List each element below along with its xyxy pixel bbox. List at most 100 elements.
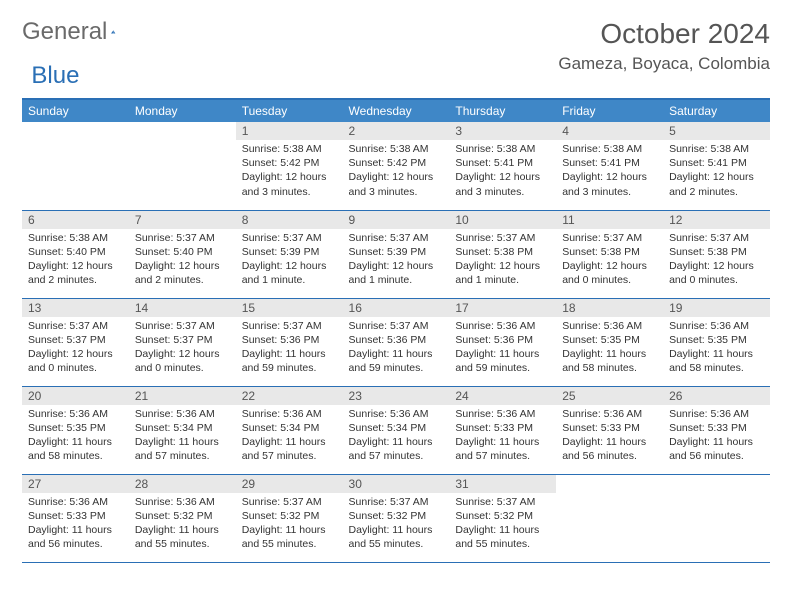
day-number: 24 xyxy=(449,387,556,405)
calendar-cell xyxy=(663,474,770,562)
calendar-cell: 13Sunrise: 5:37 AMSunset: 5:37 PMDayligh… xyxy=(22,298,129,386)
day-body: Sunrise: 5:36 AMSunset: 5:33 PMDaylight:… xyxy=(663,405,770,468)
day-body: Sunrise: 5:37 AMSunset: 5:38 PMDaylight:… xyxy=(663,229,770,292)
calendar-cell: 15Sunrise: 5:37 AMSunset: 5:36 PMDayligh… xyxy=(236,298,343,386)
day-body: Sunrise: 5:38 AMSunset: 5:41 PMDaylight:… xyxy=(556,140,663,203)
calendar-cell: 21Sunrise: 5:36 AMSunset: 5:34 PMDayligh… xyxy=(129,386,236,474)
day-body: Sunrise: 5:36 AMSunset: 5:34 PMDaylight:… xyxy=(343,405,450,468)
day-number: 3 xyxy=(449,122,556,140)
calendar-cell xyxy=(556,474,663,562)
day-number: 16 xyxy=(343,299,450,317)
day-body: Sunrise: 5:37 AMSunset: 5:32 PMDaylight:… xyxy=(236,493,343,556)
calendar-row: 27Sunrise: 5:36 AMSunset: 5:33 PMDayligh… xyxy=(22,474,770,562)
day-body: Sunrise: 5:37 AMSunset: 5:39 PMDaylight:… xyxy=(236,229,343,292)
day-number: 26 xyxy=(663,387,770,405)
calendar-cell: 4Sunrise: 5:38 AMSunset: 5:41 PMDaylight… xyxy=(556,122,663,210)
weekday-header: Sunday xyxy=(22,99,129,122)
weekday-header: Wednesday xyxy=(343,99,450,122)
day-body: Sunrise: 5:37 AMSunset: 5:37 PMDaylight:… xyxy=(22,317,129,380)
logo-text-part2: Blue xyxy=(31,62,79,90)
day-number: 22 xyxy=(236,387,343,405)
day-number: 27 xyxy=(22,475,129,493)
calendar-cell: 25Sunrise: 5:36 AMSunset: 5:33 PMDayligh… xyxy=(556,386,663,474)
calendar-table: SundayMondayTuesdayWednesdayThursdayFrid… xyxy=(22,98,770,563)
day-number: 19 xyxy=(663,299,770,317)
calendar-cell: 27Sunrise: 5:36 AMSunset: 5:33 PMDayligh… xyxy=(22,474,129,562)
day-number: 20 xyxy=(22,387,129,405)
day-body: Sunrise: 5:36 AMSunset: 5:32 PMDaylight:… xyxy=(129,493,236,556)
day-body: Sunrise: 5:36 AMSunset: 5:33 PMDaylight:… xyxy=(556,405,663,468)
calendar-cell: 28Sunrise: 5:36 AMSunset: 5:32 PMDayligh… xyxy=(129,474,236,562)
day-number: 23 xyxy=(343,387,450,405)
day-body: Sunrise: 5:37 AMSunset: 5:39 PMDaylight:… xyxy=(343,229,450,292)
calendar-cell: 19Sunrise: 5:36 AMSunset: 5:35 PMDayligh… xyxy=(663,298,770,386)
logo-text-part1: General xyxy=(22,18,107,46)
day-number: 13 xyxy=(22,299,129,317)
calendar-cell xyxy=(129,122,236,210)
calendar-cell xyxy=(22,122,129,210)
location: Gameza, Boyaca, Colombia xyxy=(558,54,770,74)
day-body: Sunrise: 5:37 AMSunset: 5:38 PMDaylight:… xyxy=(449,229,556,292)
calendar-row: 13Sunrise: 5:37 AMSunset: 5:37 PMDayligh… xyxy=(22,298,770,386)
day-body: Sunrise: 5:37 AMSunset: 5:36 PMDaylight:… xyxy=(343,317,450,380)
calendar-cell: 17Sunrise: 5:36 AMSunset: 5:36 PMDayligh… xyxy=(449,298,556,386)
calendar-cell: 14Sunrise: 5:37 AMSunset: 5:37 PMDayligh… xyxy=(129,298,236,386)
day-number: 10 xyxy=(449,211,556,229)
day-number: 17 xyxy=(449,299,556,317)
calendar-cell: 24Sunrise: 5:36 AMSunset: 5:33 PMDayligh… xyxy=(449,386,556,474)
calendar-row: 20Sunrise: 5:36 AMSunset: 5:35 PMDayligh… xyxy=(22,386,770,474)
day-body: Sunrise: 5:37 AMSunset: 5:40 PMDaylight:… xyxy=(129,229,236,292)
calendar-cell: 26Sunrise: 5:36 AMSunset: 5:33 PMDayligh… xyxy=(663,386,770,474)
day-body: Sunrise: 5:38 AMSunset: 5:41 PMDaylight:… xyxy=(449,140,556,203)
calendar-cell: 31Sunrise: 5:37 AMSunset: 5:32 PMDayligh… xyxy=(449,474,556,562)
day-number: 31 xyxy=(449,475,556,493)
calendar-cell: 3Sunrise: 5:38 AMSunset: 5:41 PMDaylight… xyxy=(449,122,556,210)
day-number: 9 xyxy=(343,211,450,229)
day-body: Sunrise: 5:36 AMSunset: 5:36 PMDaylight:… xyxy=(449,317,556,380)
calendar-cell: 11Sunrise: 5:37 AMSunset: 5:38 PMDayligh… xyxy=(556,210,663,298)
calendar-cell: 1Sunrise: 5:38 AMSunset: 5:42 PMDaylight… xyxy=(236,122,343,210)
day-number: 21 xyxy=(129,387,236,405)
day-body: Sunrise: 5:36 AMSunset: 5:33 PMDaylight:… xyxy=(22,493,129,556)
weekday-header: Monday xyxy=(129,99,236,122)
calendar-cell: 20Sunrise: 5:36 AMSunset: 5:35 PMDayligh… xyxy=(22,386,129,474)
day-body: Sunrise: 5:36 AMSunset: 5:35 PMDaylight:… xyxy=(22,405,129,468)
day-number: 12 xyxy=(663,211,770,229)
calendar-cell: 22Sunrise: 5:36 AMSunset: 5:34 PMDayligh… xyxy=(236,386,343,474)
calendar-cell: 2Sunrise: 5:38 AMSunset: 5:42 PMDaylight… xyxy=(343,122,450,210)
calendar-cell: 9Sunrise: 5:37 AMSunset: 5:39 PMDaylight… xyxy=(343,210,450,298)
title-block: October 2024 Gameza, Boyaca, Colombia xyxy=(558,18,770,74)
calendar-cell: 7Sunrise: 5:37 AMSunset: 5:40 PMDaylight… xyxy=(129,210,236,298)
logo-sail-icon xyxy=(111,22,116,42)
calendar-row: 6Sunrise: 5:38 AMSunset: 5:40 PMDaylight… xyxy=(22,210,770,298)
calendar-head: SundayMondayTuesdayWednesdayThursdayFrid… xyxy=(22,99,770,122)
day-number: 29 xyxy=(236,475,343,493)
day-body: Sunrise: 5:36 AMSunset: 5:35 PMDaylight:… xyxy=(556,317,663,380)
day-body: Sunrise: 5:37 AMSunset: 5:36 PMDaylight:… xyxy=(236,317,343,380)
day-number: 4 xyxy=(556,122,663,140)
day-number: 25 xyxy=(556,387,663,405)
calendar-cell: 18Sunrise: 5:36 AMSunset: 5:35 PMDayligh… xyxy=(556,298,663,386)
day-body: Sunrise: 5:38 AMSunset: 5:42 PMDaylight:… xyxy=(236,140,343,203)
day-number: 28 xyxy=(129,475,236,493)
day-number: 1 xyxy=(236,122,343,140)
calendar-cell: 12Sunrise: 5:37 AMSunset: 5:38 PMDayligh… xyxy=(663,210,770,298)
day-number: 30 xyxy=(343,475,450,493)
logo: General xyxy=(22,18,139,46)
day-body: Sunrise: 5:38 AMSunset: 5:42 PMDaylight:… xyxy=(343,140,450,203)
weekday-header: Saturday xyxy=(663,99,770,122)
day-body: Sunrise: 5:37 AMSunset: 5:37 PMDaylight:… xyxy=(129,317,236,380)
calendar-cell: 10Sunrise: 5:37 AMSunset: 5:38 PMDayligh… xyxy=(449,210,556,298)
day-body: Sunrise: 5:38 AMSunset: 5:40 PMDaylight:… xyxy=(22,229,129,292)
day-number: 14 xyxy=(129,299,236,317)
calendar-cell: 23Sunrise: 5:36 AMSunset: 5:34 PMDayligh… xyxy=(343,386,450,474)
day-body: Sunrise: 5:37 AMSunset: 5:32 PMDaylight:… xyxy=(449,493,556,556)
day-number: 5 xyxy=(663,122,770,140)
day-body: Sunrise: 5:37 AMSunset: 5:32 PMDaylight:… xyxy=(343,493,450,556)
weekday-header: Thursday xyxy=(449,99,556,122)
day-number: 8 xyxy=(236,211,343,229)
day-number: 11 xyxy=(556,211,663,229)
month-title: October 2024 xyxy=(558,18,770,50)
weekday-header: Friday xyxy=(556,99,663,122)
calendar-row: 1Sunrise: 5:38 AMSunset: 5:42 PMDaylight… xyxy=(22,122,770,210)
